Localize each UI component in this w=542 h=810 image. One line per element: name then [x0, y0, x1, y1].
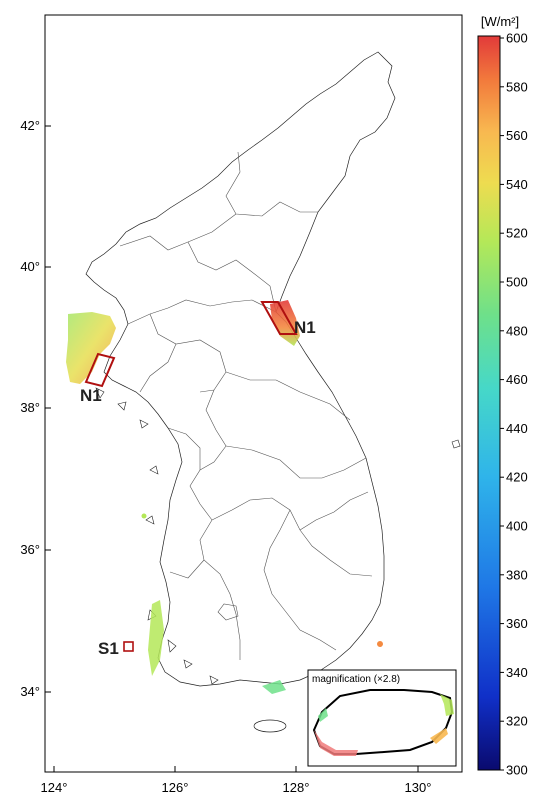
colorbar: [W/m²] 600 580 560 540 520 500 480 460 440 420 400… [477, 14, 528, 778]
inset-west-shade [318, 708, 328, 722]
colorbar-gradient [477, 35, 501, 771]
lat-tick-38: 38° [20, 400, 40, 415]
colorbar-ticks: 600 580 560 540 520 500 480 460 440 420 400 380 360 3… [500, 31, 528, 778]
lon-tick-124: 124° [41, 780, 68, 795]
lon-tick-126: 126° [162, 780, 189, 795]
site-east-n1-label: N1 [294, 318, 316, 337]
colorbar-tick-label: 460 [506, 372, 528, 387]
korea-coastline [85, 51, 396, 687]
site-s1-label: S1 [98, 639, 119, 658]
colorbar-tick-label: 480 [506, 323, 528, 338]
lat-tick-42: 42° [20, 118, 40, 133]
colorbar-unit: [W/m²] [481, 14, 519, 29]
map-frame [44, 14, 463, 773]
site-west-n1-label: N1 [80, 386, 102, 405]
south-irradiance-area [262, 680, 286, 694]
site-east-n1-box[interactable] [260, 301, 298, 335]
ulleung-island [451, 439, 461, 449]
colorbar-tick-label: 580 [506, 79, 528, 94]
colorbar-tick-label: 320 [506, 714, 528, 729]
colorbar-tick-label: 560 [506, 128, 528, 143]
west-irradiance-spot [141, 513, 147, 519]
colorbar-tick-label: 300 [506, 763, 528, 778]
site-west-n1-box[interactable] [84, 352, 116, 388]
colorbar-tick-label: 400 [506, 519, 528, 534]
jeju-island [253, 719, 287, 733]
colorbar-tick-label: 440 [506, 421, 528, 436]
lon-tick-130: 130° [405, 780, 432, 795]
inset-south-shade [314, 730, 358, 756]
lat-tick-40: 40° [20, 259, 40, 274]
inset-northeast-shade [440, 694, 454, 716]
colorbar-tick-label: 500 [506, 275, 528, 290]
inset-title: magnification (×2.8) [312, 674, 400, 685]
colorbar-tick-label: 340 [506, 665, 528, 680]
lon-tick-128: 128° [283, 780, 310, 795]
southwest-irradiance-area [148, 600, 164, 676]
longitude-axis: 124° 126° 128° 130° [41, 766, 432, 795]
site-s1-box[interactable] [123, 641, 134, 652]
colorbar-tick-label: 380 [506, 567, 528, 582]
lat-tick-34: 34° [20, 684, 40, 699]
inset-southeast-shade [430, 728, 448, 744]
jeju-magnification-inset: magnification (×2.8) [307, 669, 457, 767]
colorbar-tick-label: 520 [506, 226, 528, 241]
colorbar-tick-label: 360 [506, 616, 528, 631]
west-sea-irradiance-area [66, 312, 116, 384]
colorbar-tick-label: 600 [506, 31, 528, 46]
lat-tick-36: 36° [20, 542, 40, 557]
province-borders [119, 151, 373, 660]
latitude-axis: 42° 40° 38° 36° 34° [20, 118, 51, 699]
colorbar-tick-label: 540 [506, 177, 528, 192]
colorbar-tick-label: 420 [506, 470, 528, 485]
southeast-irradiance-spot [377, 641, 383, 647]
